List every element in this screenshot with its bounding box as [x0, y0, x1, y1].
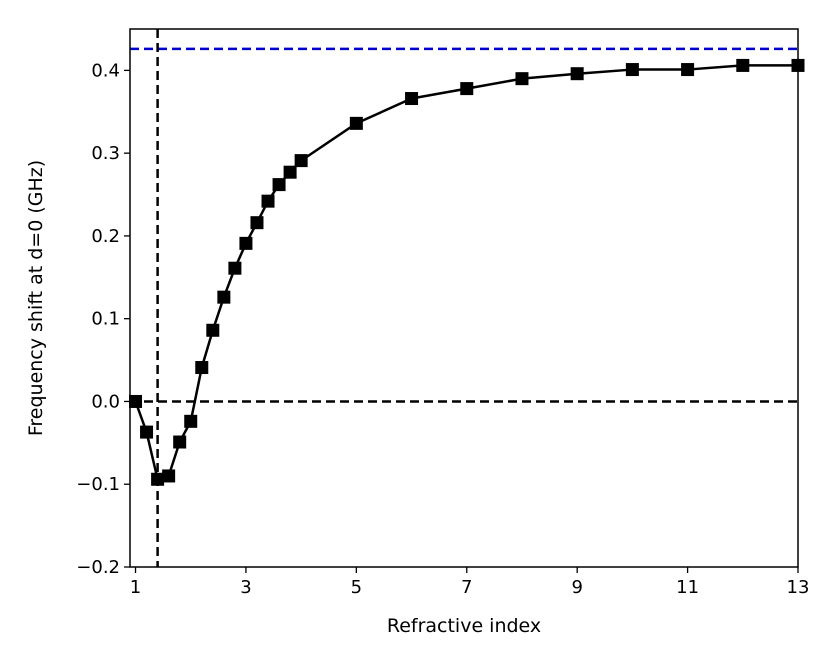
data-point-marker — [228, 261, 242, 275]
data-point-marker — [140, 425, 154, 439]
data-point-marker — [570, 67, 584, 81]
data-point-marker — [515, 72, 529, 86]
x-tick-label: 1 — [130, 577, 141, 598]
data-point-marker — [250, 216, 264, 230]
plot-frame — [129, 28, 799, 568]
data-point-marker — [460, 82, 474, 96]
data-point-marker — [405, 92, 419, 106]
data-point-marker — [239, 236, 253, 250]
data-point-marker — [625, 63, 639, 77]
data-point-marker — [184, 414, 198, 428]
data-point-marker — [217, 290, 231, 304]
data-point-marker — [349, 116, 363, 130]
y-axis-label: Frequency shift at d=0 (GHz) — [25, 160, 47, 436]
y-tick-label: −0.1 — [76, 474, 120, 495]
y-tick-label: −0.2 — [76, 557, 120, 578]
axes-layer: 1 3 5 7 9 11 13−0.2−0.10.00.10.20.30.4 — [76, 28, 810, 598]
series-layer — [129, 58, 805, 486]
data-point-marker — [681, 63, 695, 77]
x-tick-label: 7 — [461, 577, 472, 598]
data-point-marker — [195, 361, 209, 375]
y-tick-label: 0.1 — [91, 309, 120, 330]
data-point-marker — [261, 194, 275, 208]
y-tick-label: 0.0 — [91, 391, 120, 412]
y-tick-label: 0.4 — [91, 60, 120, 81]
x-tick-label: 3 — [240, 577, 251, 598]
x-tick-label: 13 — [787, 577, 810, 598]
x-axis-label: Refractive index — [387, 615, 541, 637]
y-tick-label: 0.3 — [91, 143, 120, 164]
x-tick-label: 9 — [571, 577, 582, 598]
data-point-marker — [162, 469, 176, 483]
data-point-marker — [173, 435, 187, 449]
data-point-marker — [294, 154, 308, 168]
x-tick-label: 5 — [351, 577, 362, 598]
data-point-marker — [151, 472, 165, 486]
data-point-marker — [206, 323, 220, 337]
data-point-marker — [129, 394, 143, 408]
data-point-marker — [283, 165, 297, 179]
data-point-marker — [272, 178, 286, 192]
y-tick-label: 0.2 — [91, 226, 120, 247]
x-tick-label: 11 — [676, 577, 699, 598]
data-point-marker — [736, 58, 750, 72]
